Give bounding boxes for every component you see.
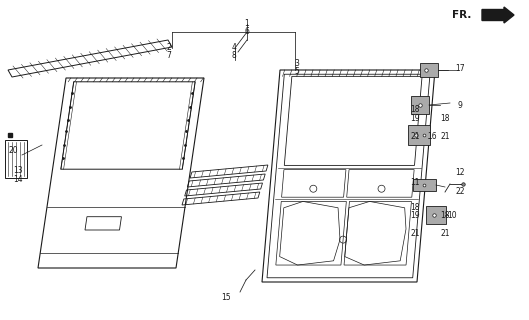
Text: 15: 15 <box>221 293 231 302</box>
Text: 21: 21 <box>411 132 419 140</box>
Polygon shape <box>411 96 429 114</box>
Polygon shape <box>426 206 446 224</box>
Text: 18: 18 <box>440 114 450 123</box>
Text: 18: 18 <box>440 212 450 220</box>
Polygon shape <box>420 63 438 77</box>
Text: 9: 9 <box>458 100 462 109</box>
Text: 18: 18 <box>411 203 419 212</box>
Text: 21: 21 <box>440 132 450 140</box>
Text: 4: 4 <box>232 43 236 52</box>
Polygon shape <box>413 179 436 191</box>
Text: FR.: FR. <box>452 10 471 20</box>
Text: 11: 11 <box>411 178 419 187</box>
Text: 20: 20 <box>8 146 18 155</box>
Text: 3: 3 <box>295 59 299 68</box>
Text: 12: 12 <box>455 167 465 177</box>
Text: 10: 10 <box>447 211 457 220</box>
Text: 17: 17 <box>455 63 465 73</box>
Text: 18: 18 <box>411 105 419 114</box>
Text: 13: 13 <box>13 165 23 174</box>
Text: 6: 6 <box>244 27 250 36</box>
Text: 19: 19 <box>410 212 420 220</box>
Text: 21: 21 <box>440 228 450 237</box>
Text: 14: 14 <box>13 174 23 183</box>
Text: 5: 5 <box>295 67 299 76</box>
Text: 16: 16 <box>427 132 437 140</box>
Text: 7: 7 <box>167 51 171 60</box>
Text: 21: 21 <box>411 228 419 237</box>
Polygon shape <box>408 125 430 145</box>
Text: 8: 8 <box>232 51 236 60</box>
Text: 19: 19 <box>410 114 420 123</box>
Text: 2: 2 <box>167 43 171 52</box>
Text: 22: 22 <box>455 188 465 196</box>
Text: 1: 1 <box>244 19 249 28</box>
FancyArrow shape <box>482 7 514 23</box>
